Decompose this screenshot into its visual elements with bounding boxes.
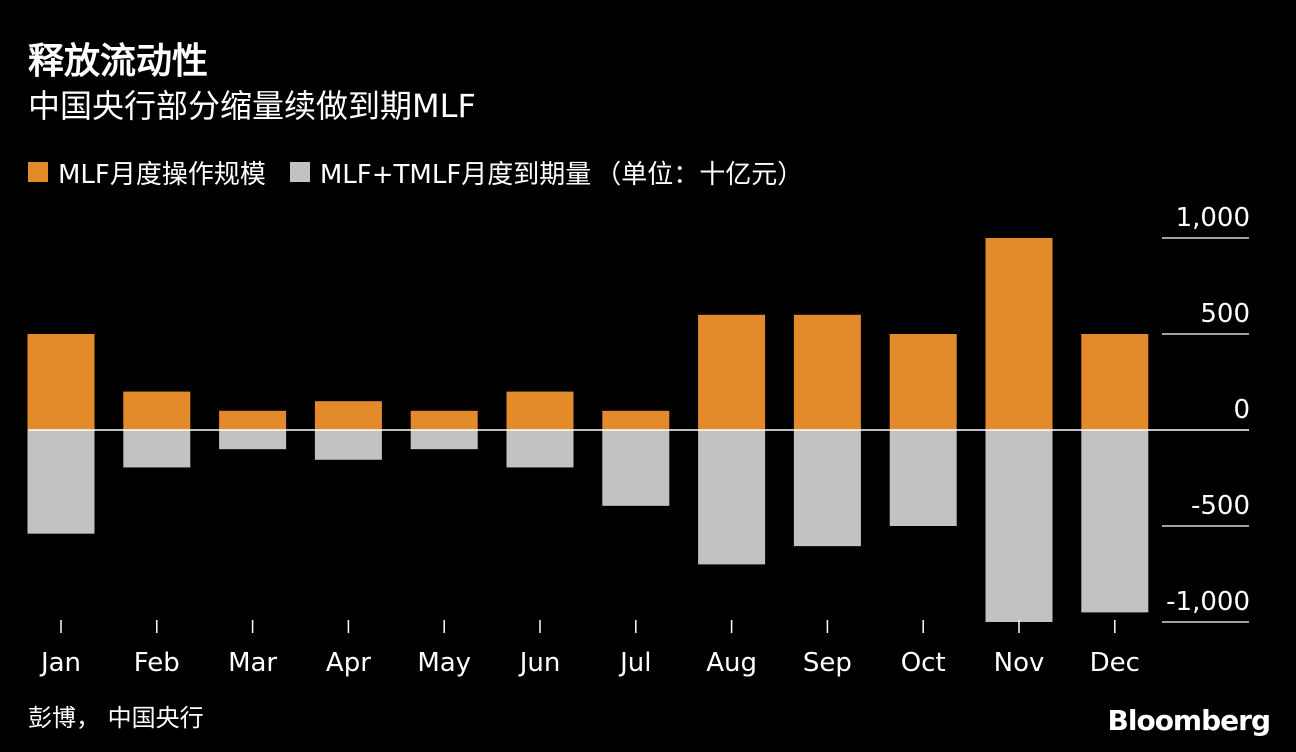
bar-mlf-maturity bbox=[314, 430, 382, 460]
bar-mlf-operation bbox=[410, 410, 478, 430]
bar-mlf-maturity bbox=[506, 430, 574, 468]
x-tick-label: Jul bbox=[618, 648, 651, 678]
bar-mlf-maturity bbox=[889, 430, 957, 526]
bar-mlf-maturity bbox=[410, 430, 478, 450]
bar-mlf-operation bbox=[889, 334, 957, 430]
x-tick-label: Jan bbox=[39, 648, 81, 678]
x-tick-label: Sep bbox=[803, 648, 852, 678]
x-tick-label: Feb bbox=[134, 648, 180, 678]
bar-mlf-maturity bbox=[123, 430, 191, 468]
bar-mlf-operation bbox=[698, 314, 766, 430]
y-tick-label: 500 bbox=[1200, 299, 1250, 329]
bar-mlf-operation bbox=[602, 410, 670, 430]
legend-unit: （单位：十亿元） bbox=[595, 159, 804, 190]
x-tick-label: May bbox=[417, 648, 471, 678]
chart-title: 释放流动性 bbox=[28, 41, 209, 82]
legend-item-mlf-maturity: MLF+TMLF月度到期量 （单位：十亿元） bbox=[289, 154, 804, 191]
bar-mlf-maturity bbox=[602, 430, 670, 506]
y-tick-label: -500 bbox=[1191, 491, 1250, 521]
y-tick-label: -1,000 bbox=[1166, 587, 1250, 617]
bar-mlf-operation bbox=[985, 238, 1053, 430]
bar-mlf-maturity bbox=[698, 430, 766, 565]
y-tick-label: 1,000 bbox=[1176, 203, 1250, 233]
x-tick-label: Oct bbox=[901, 648, 946, 678]
chart-subtitle: 中国央行部分缩量续做到期MLF bbox=[28, 87, 476, 125]
source-note: 彭博， 中国央行 bbox=[28, 704, 204, 732]
legend: MLF月度操作规模 MLF+TMLF月度到期量 （单位：十亿元） bbox=[28, 152, 827, 192]
bar-mlf-operation bbox=[506, 391, 574, 430]
legend-item-mlf-operation: MLF月度操作规模 bbox=[28, 154, 266, 191]
bar-mlf-maturity bbox=[1081, 430, 1149, 613]
bar-mlf-maturity bbox=[985, 430, 1053, 622]
x-tick-label: Mar bbox=[228, 648, 277, 678]
x-tick-label: Nov bbox=[994, 648, 1045, 678]
legend-swatch-gray bbox=[289, 162, 310, 182]
bar-mlf-operation bbox=[314, 401, 382, 430]
bar-mlf-operation bbox=[793, 314, 861, 430]
x-tick-label: Apr bbox=[326, 648, 371, 678]
bar-mlf-maturity bbox=[219, 430, 287, 450]
bar-mlf-operation bbox=[123, 391, 191, 430]
bloomberg-logo: Bloomberg bbox=[1107, 704, 1271, 737]
x-tick-label: Jun bbox=[518, 648, 561, 678]
legend-label: MLF+TMLF月度到期量 bbox=[319, 159, 592, 190]
bar-mlf-operation bbox=[219, 410, 287, 430]
y-tick-label: 0 bbox=[1233, 395, 1250, 425]
legend-swatch-orange bbox=[28, 162, 48, 182]
bar-mlf-maturity bbox=[793, 430, 861, 547]
legend-label: MLF月度操作规模 bbox=[58, 159, 266, 190]
bar-mlf-operation bbox=[1081, 334, 1149, 430]
bar-mlf-maturity bbox=[27, 430, 95, 534]
bar-mlf-operation bbox=[27, 334, 95, 430]
x-tick-label: Dec bbox=[1090, 648, 1140, 678]
x-tick-label: Aug bbox=[706, 648, 757, 678]
